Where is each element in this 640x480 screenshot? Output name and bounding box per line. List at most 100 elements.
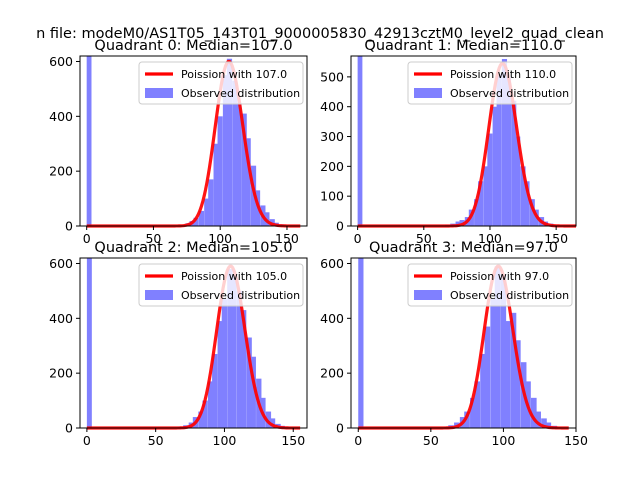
y-tick-label: 400 bbox=[49, 311, 73, 326]
histogram-bar bbox=[484, 326, 491, 428]
axes-frame bbox=[350, 55, 577, 227]
x-tick-label: 0 bbox=[83, 433, 91, 448]
legend-fit-label: Poission with 107.0 bbox=[181, 68, 287, 81]
x-tick-label: 100 bbox=[491, 433, 515, 448]
histogram-bar bbox=[505, 76, 512, 226]
legend-hist-label: Observed distribution bbox=[450, 87, 569, 100]
histogram-bar bbox=[198, 411, 204, 428]
histogram-bar bbox=[478, 181, 484, 226]
subplot-title: Quadrant 1: Median=110.0 bbox=[364, 38, 562, 54]
axes-frame bbox=[79, 257, 308, 429]
histogram-bar bbox=[204, 198, 210, 226]
x-tick-label: 50 bbox=[423, 433, 439, 448]
histogram-bar bbox=[545, 422, 552, 428]
histogram-bar bbox=[500, 274, 507, 428]
histogram-bar bbox=[455, 221, 461, 226]
x-tick-label: 50 bbox=[416, 231, 432, 246]
histogram-bar bbox=[202, 400, 208, 428]
y-tick-label: 200 bbox=[320, 366, 344, 381]
x-tick-label: 0 bbox=[83, 231, 91, 246]
quadrant-0-subplot: 0 50 100 150 0 200 400 600 Poission with 107.0 Ob… bbox=[49, 38, 308, 246]
histogram-bar bbox=[236, 102, 242, 226]
y-tick-label: 300 bbox=[320, 129, 344, 144]
histogram-bar bbox=[531, 397, 537, 428]
subplot-title: Quadrant 0: Median=107.0 bbox=[94, 38, 292, 54]
y-tick-label: 600 bbox=[49, 256, 73, 271]
histogram-bar bbox=[226, 58, 233, 226]
histogram-bar bbox=[474, 199, 480, 226]
x-tick-label: 50 bbox=[145, 231, 161, 246]
histogram-bar bbox=[496, 73, 502, 226]
histogram-bar bbox=[490, 299, 496, 428]
histogram-bar bbox=[474, 381, 481, 428]
y-tick-label: 600 bbox=[320, 256, 344, 271]
histogram-bar bbox=[515, 340, 521, 428]
histogram-bar bbox=[208, 179, 214, 226]
histogram-bar-zero bbox=[358, 258, 364, 428]
subplot-title: Quadrant 2: Median=105.0 bbox=[94, 240, 292, 256]
x-tick-label: 100 bbox=[213, 433, 237, 448]
histogram-bar-zero bbox=[357, 56, 363, 226]
y-tick-label: 400 bbox=[320, 99, 344, 114]
histogram-bar bbox=[213, 143, 219, 226]
histogram-bar bbox=[492, 106, 498, 226]
histogram-bar-zero bbox=[86, 258, 92, 428]
subplot-title: Quadrant 3: Median=97.0 bbox=[369, 240, 558, 256]
legend: Poission with 107.0 Observed distribution bbox=[138, 61, 304, 105]
histogram-bar bbox=[246, 337, 252, 428]
legend-hist-label: Observed distribution bbox=[181, 87, 300, 100]
legend-box bbox=[138, 61, 304, 105]
histogram-bar bbox=[480, 353, 486, 428]
y-tick-label: 400 bbox=[49, 109, 73, 124]
axes-frame bbox=[350, 257, 577, 429]
histogram-bar bbox=[217, 321, 223, 428]
quadrant-3-subplot: 0 50 100 150 0 200 400 600 Poission with 97.0 Obs… bbox=[320, 240, 588, 448]
histogram-bar bbox=[217, 116, 223, 226]
histogram-bar bbox=[221, 299, 228, 428]
histogram-bar bbox=[240, 310, 247, 428]
figure-suptitle: n file: modeM0/AS1T05_143T01_9000005830_… bbox=[36, 26, 604, 42]
legend: Poission with 105.0 Observed distribution bbox=[138, 263, 304, 307]
histogram-bar bbox=[524, 181, 530, 226]
histogram-bar bbox=[483, 166, 489, 226]
histogram-bar bbox=[515, 136, 521, 226]
x-tick-label: 50 bbox=[148, 433, 164, 448]
histogram-bar bbox=[222, 75, 229, 227]
histogram-bar bbox=[207, 381, 214, 428]
histogram-bar bbox=[250, 356, 256, 428]
histogram-bar-zero bbox=[86, 56, 92, 226]
legend-hist-swatch bbox=[414, 290, 442, 300]
y-tick-label: 200 bbox=[49, 164, 73, 179]
legend-box bbox=[407, 61, 573, 105]
y-tick-label: 0 bbox=[65, 421, 73, 436]
histogram-bar bbox=[212, 353, 218, 428]
legend: Poission with 97.0 Observed distribution bbox=[407, 263, 573, 307]
legend: Poission with 110.0 Observed distribution bbox=[407, 61, 573, 105]
x-tick-label: 100 bbox=[478, 231, 502, 246]
legend-box bbox=[138, 263, 304, 307]
histogram-bar bbox=[504, 321, 511, 428]
histogram-bar bbox=[470, 397, 476, 428]
x-tick-label: 150 bbox=[281, 433, 305, 448]
histogram-bar bbox=[510, 312, 517, 428]
histogram-bar bbox=[487, 133, 493, 226]
axes-frame bbox=[79, 55, 308, 227]
histogram-bar bbox=[227, 268, 233, 428]
histogram-bar bbox=[529, 199, 535, 226]
y-tick-label: 600 bbox=[49, 54, 73, 69]
x-tick-label: 0 bbox=[354, 231, 362, 246]
y-tick-label: 100 bbox=[320, 189, 344, 204]
histogram-bar bbox=[269, 418, 276, 428]
histogram-bar bbox=[231, 274, 237, 428]
y-tick-label: 0 bbox=[65, 219, 73, 234]
x-tick-label: 100 bbox=[208, 231, 232, 246]
legend-box bbox=[407, 263, 573, 307]
y-tick-label: 0 bbox=[336, 219, 344, 234]
histogram-bar bbox=[520, 166, 526, 226]
legend-hist-swatch bbox=[145, 88, 173, 98]
y-tick-label: 400 bbox=[320, 311, 344, 326]
x-tick-label: 150 bbox=[275, 231, 299, 246]
y-tick-label: 500 bbox=[320, 69, 344, 84]
legend-hist-swatch bbox=[414, 88, 442, 98]
legend-hist-label: Observed distribution bbox=[181, 289, 300, 302]
